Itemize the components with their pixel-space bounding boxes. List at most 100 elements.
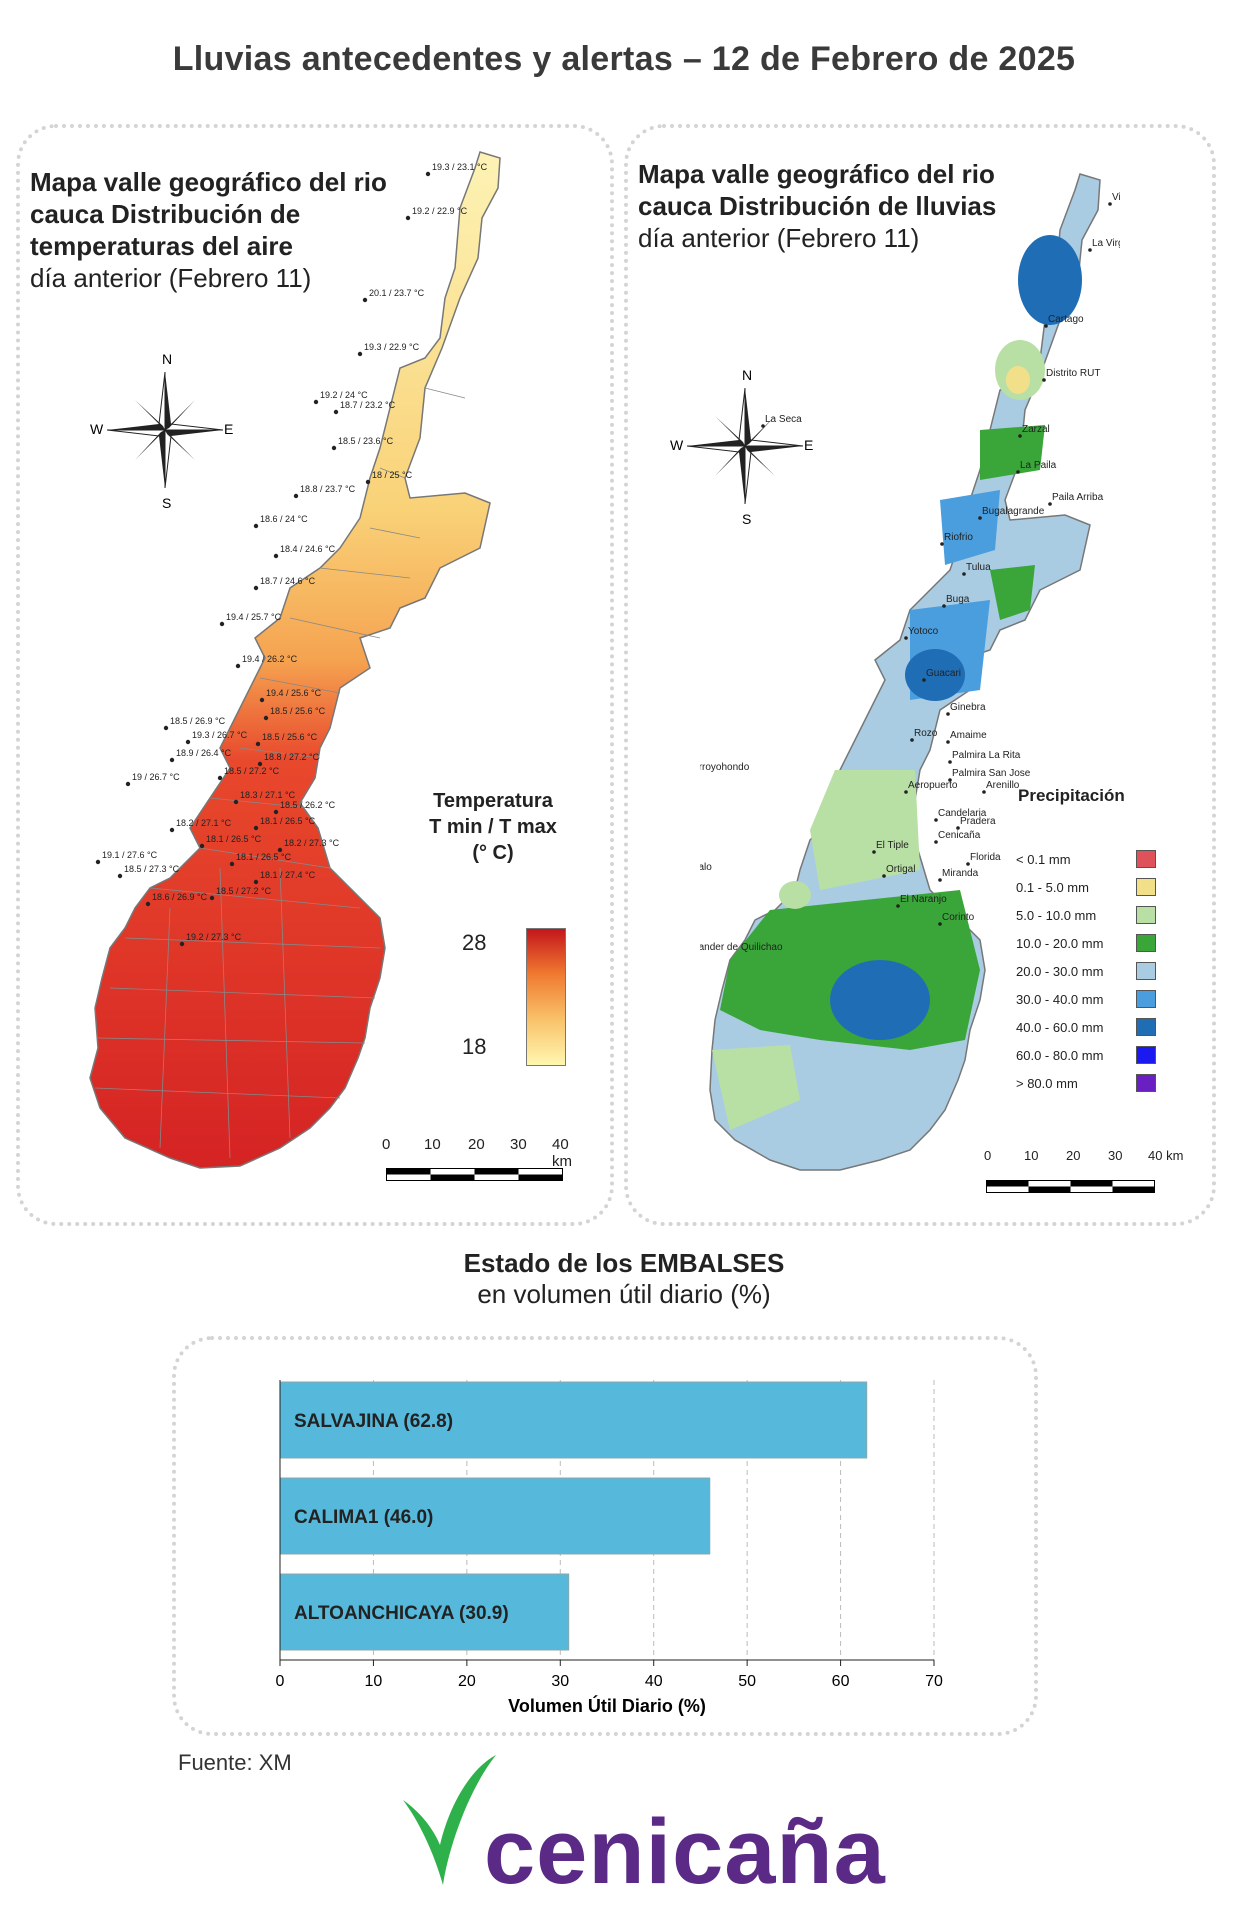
place-label: Miranda (942, 868, 979, 879)
rain-zone-la-virginia (1018, 235, 1082, 325)
place-label: La Virginia (1092, 238, 1120, 249)
place-label: El Naranjo (900, 894, 947, 905)
x-tick-label: 10 (365, 1673, 383, 1690)
station-dot (253, 825, 259, 831)
temperature-title-bold: Mapa valle geográfico del rio cauca Dist… (30, 167, 387, 261)
station-dot (253, 585, 259, 591)
compass-n: N (162, 351, 172, 367)
legend-label: 0.1 - 5.0 mm (1016, 880, 1089, 895)
station-label: 19.2 / 22.9 °C (412, 206, 468, 216)
rainfall-title-date: día anterior (Febrero 11) (638, 223, 920, 253)
station-dot (357, 351, 363, 357)
place-dot (946, 712, 950, 716)
x-axis-label: Volumen Útil Diario (%) (508, 1695, 706, 1716)
place-label: Rozo (914, 728, 938, 739)
x-tick-label: 30 (551, 1673, 569, 1690)
place-label: Guacari (926, 668, 961, 679)
place-dot (934, 840, 938, 844)
rainfall-map: Viterbo La Virginia Cartago Distrito RUT La … (700, 173, 1120, 1171)
temperature-scale-bar (386, 1168, 563, 1181)
place-label: Palmira San Jose (952, 768, 1031, 779)
place-dot (922, 678, 926, 682)
temperature-color-ramp (526, 928, 566, 1066)
station-dot (293, 493, 299, 499)
legend-swatch (1136, 1074, 1156, 1092)
station-dot (253, 523, 259, 529)
legend-label: > 80.0 mm (1016, 1076, 1078, 1091)
temperature-legend-max: 28 (462, 930, 487, 955)
place-dot (938, 922, 942, 926)
place-dot (904, 636, 908, 640)
station-label: 18.5 / 26.2 °C (280, 800, 336, 810)
place-label: Santander de Quilichao (700, 942, 783, 953)
station-dot (179, 941, 185, 947)
legend-label: < 0.1 mm (1016, 852, 1071, 867)
place-label: Ortigal (886, 864, 915, 875)
place-label: Zarzal (1022, 424, 1050, 435)
reservoirs-bar-chart: 0 10 20 30 40 50 60 70 SALVAJINA (62.8) CALIMA1 (… (276, 1380, 943, 1716)
place-dot (966, 862, 970, 866)
compass-w: W (90, 421, 104, 437)
place-dot (1044, 324, 1048, 328)
place-label: Bugalagrande (982, 506, 1045, 517)
compass-s: S (162, 495, 171, 510)
temperature-legend-min: 18 (462, 1034, 487, 1059)
station-label: 19.4 / 25.7 °C (226, 612, 282, 622)
station-label: 18 / 25 °C (372, 470, 413, 480)
temperature-map: 19.3 / 23.1 °C 19.2 / 22.9 °C 20.1 / 23.7 … (89, 151, 501, 1169)
place-dot (938, 878, 942, 882)
place-label: Pradera (960, 816, 996, 827)
station-dot (95, 859, 101, 865)
station-dot (209, 895, 215, 901)
rainfall-legend-title: Precipitación (1018, 786, 1125, 805)
station-label: 18.5 / 27.2 °C (224, 766, 280, 776)
legend-swatch (1136, 850, 1156, 868)
source-note: Fuente: XM (178, 1750, 292, 1775)
station-label: 19.3 / 26.7 °C (192, 730, 248, 740)
station-dot (163, 725, 169, 731)
station-label: 18.7 / 24.6 °C (260, 576, 316, 586)
place-label: Palmira La Rita (952, 750, 1021, 761)
place-dot (1042, 378, 1046, 382)
place-dot (1018, 434, 1022, 438)
place-label: Corinto (942, 912, 975, 923)
legend-swatch (1136, 934, 1156, 952)
legend-swatch (1136, 990, 1156, 1008)
x-tick-label: 20 (458, 1673, 476, 1690)
legend-swatch (1136, 1018, 1156, 1036)
legend-swatch (1136, 906, 1156, 924)
rainfall-legend: < 0.1 mm 0.1 - 5.0 mm 5.0 - 10.0 mm 10.0 - … (1016, 850, 1166, 1092)
station-dot (365, 479, 371, 485)
station-dot (169, 827, 175, 833)
station-dot (259, 697, 265, 703)
place-dot (882, 874, 886, 878)
station-dot (273, 553, 279, 559)
station-label: 18.5 / 27.2 °C (216, 886, 272, 896)
rainfall-panel-title: Mapa valle geográfico del rio cauca Dist… (638, 158, 998, 254)
station-dot (233, 799, 239, 805)
place-label: Tulua (966, 562, 991, 573)
station-dot (273, 809, 279, 815)
place-label: La Paila (1020, 460, 1057, 471)
station-dot (257, 761, 263, 767)
station-dot (425, 171, 431, 177)
legend-label: 30.0 - 40.0 mm (1016, 992, 1104, 1007)
place-label: Yotoco (908, 626, 939, 637)
station-label: 19.3 / 23.1 °C (432, 162, 488, 172)
legend-swatch (1136, 878, 1156, 896)
temperature-panel (16, 124, 614, 1226)
bar-label: SALVAJINA (62.8) (294, 1411, 453, 1432)
station-dot (219, 621, 225, 627)
place-dot (934, 818, 938, 822)
place-label: Jamundí Bocas del Palo (700, 862, 712, 873)
bar (279, 1381, 868, 1459)
station-dot (313, 399, 319, 405)
reservoirs-title: Estado de los EMBALSES en volumen útil d… (463, 1248, 785, 1309)
place-label: Ginebra (950, 702, 986, 713)
station-label: 20.1 / 23.7 °C (369, 288, 425, 298)
place-label: Arenillo (986, 780, 1020, 791)
place-dot (904, 790, 908, 794)
station-label: 18.2 / 27.3 °C (284, 838, 340, 848)
station-dot (185, 739, 191, 745)
station-label: 18.8 / 27.2 °C (264, 752, 320, 762)
